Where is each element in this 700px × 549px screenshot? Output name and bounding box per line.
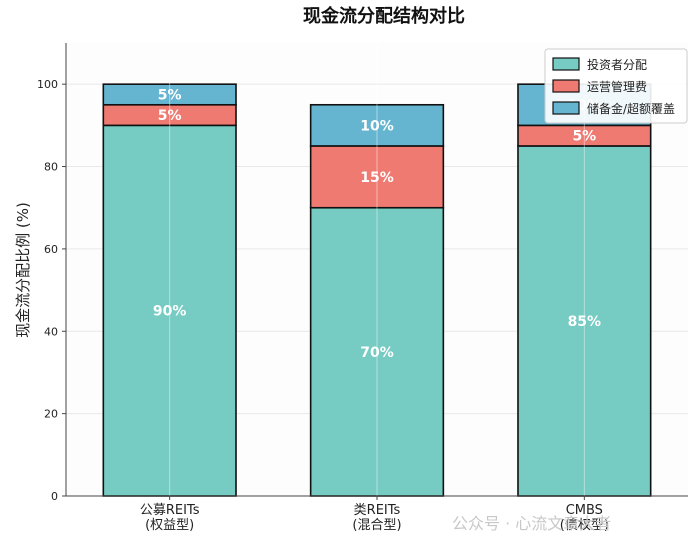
y-axis-label: 现金流分配比例 (%) (14, 202, 32, 338)
chart-title: 现金流分配结构对比 (303, 5, 465, 27)
bar-value-label: 85% (568, 314, 602, 330)
y-tick-label: 40 (44, 325, 58, 338)
bar-segment (309, 206, 445, 497)
bar-value-label: 15% (360, 170, 394, 186)
bar-segment (309, 145, 445, 209)
legend-label: 运营管理费 (587, 79, 647, 94)
bar-segment (102, 83, 237, 106)
bar-segment (517, 145, 652, 497)
legend-swatch (552, 79, 580, 93)
bar-value-label: 5% (158, 108, 182, 124)
legend-label: 投资者分配 (587, 57, 647, 72)
x-tick-label: 公募REITs (140, 503, 200, 518)
y-tick-label: 0 (51, 490, 58, 503)
bar-segment (309, 103, 445, 147)
bar-value-label: 70% (360, 345, 394, 361)
bar-value-label: 5% (572, 129, 596, 145)
x-tick-label: (权益型) (145, 517, 194, 533)
y-tick-label: 100 (37, 78, 58, 91)
watermark: 公众号 · 心流文章大者 (452, 514, 612, 533)
y-tick-label: 20 (44, 408, 58, 421)
x-tick-label: (债权型) (560, 517, 609, 533)
bar-value-label: 5% (158, 87, 182, 103)
legend-label: 储备金/超额覆盖 (587, 101, 675, 116)
x-tick-label: 类REITs (354, 503, 401, 518)
legend-swatch (552, 57, 580, 71)
x-tick-label: (混合型) (352, 518, 401, 533)
y-tick-label: 80 (44, 161, 58, 174)
legend-swatch (552, 101, 580, 115)
bar-value-label: 90% (153, 304, 187, 320)
x-tick-label: CMBS (566, 503, 603, 518)
bar-segment (102, 124, 237, 497)
legend-box (544, 48, 688, 124)
y-tick-label: 60 (44, 243, 58, 256)
bar-value-label: 10% (360, 118, 394, 134)
